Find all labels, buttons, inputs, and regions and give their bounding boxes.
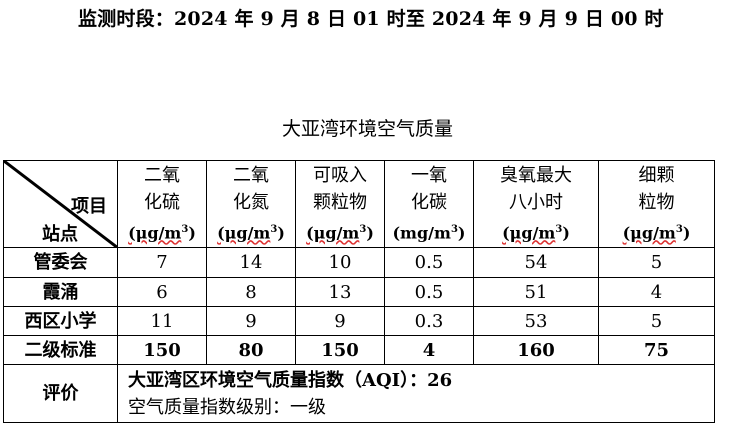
station-name: 西区小学 <box>3 306 118 336</box>
column-header-line2: 八小时 <box>509 191 563 213</box>
table-cell: 0.5 <box>384 247 474 278</box>
standard-value: 160 <box>473 335 599 365</box>
column-header-line2: 粒物 <box>638 191 675 213</box>
column-header-so2: 二氧 化硫 (μg/m3) <box>117 160 207 248</box>
table-cell: 5 <box>598 247 715 278</box>
column-unit: (μg/m3) <box>502 223 570 243</box>
air-quality-table: 项目 站点 二氧 化硫 (μg/m3) 二氧 化氮 (μg/m3) 可吸入 颗粒… <box>3 160 715 423</box>
table-cell: 53 <box>473 306 599 336</box>
column-unit: (μg/m3) <box>306 223 374 243</box>
table-cell: 6 <box>117 277 207 307</box>
standard-row: 二级标准 150 80 150 4 160 75 <box>3 335 715 365</box>
column-header-line2: 化氮 <box>233 191 269 213</box>
column-unit: (μg/m3) <box>217 223 285 243</box>
standard-value: 150 <box>117 335 207 365</box>
standard-value: 150 <box>295 335 385 365</box>
standard-label: 二级标准 <box>3 335 118 365</box>
station-name: 霞涌 <box>3 277 118 307</box>
evaluation-text: 大亚湾区环境空气质量指数（AQI）：26 空气质量指数级别：一级 <box>117 364 715 423</box>
table-cell: 7 <box>117 247 207 278</box>
standard-value: 75 <box>598 335 715 365</box>
table-cell: 10 <box>295 247 385 278</box>
table-cell: 4 <box>598 277 715 307</box>
standard-value: 4 <box>384 335 474 365</box>
column-unit: (mg/m3) <box>392 223 466 243</box>
header-row: 项目 站点 二氧 化硫 (μg/m3) 二氧 化氮 (μg/m3) 可吸入 颗粒… <box>3 160 715 248</box>
column-unit: (μg/m3) <box>622 223 691 243</box>
table-cell: 0.5 <box>384 277 474 307</box>
standard-value: 80 <box>206 335 296 365</box>
corner-label-item: 项目 <box>71 196 107 217</box>
evaluation-row: 评价 大亚湾区环境空气质量指数（AQI）：26 空气质量指数级别：一级 <box>3 364 715 423</box>
aqi-level-line: 空气质量指数级别：一级 <box>128 396 326 418</box>
table-cell: 8 <box>206 277 296 307</box>
column-header-pm10: 可吸入 颗粒物 (μg/m3) <box>295 160 385 248</box>
table-row: 管委会 7 14 10 0.5 54 5 <box>3 247 715 278</box>
column-unit: (μg/m3) <box>128 223 196 243</box>
table-cell: 5 <box>598 306 715 336</box>
table-cell: 14 <box>206 247 296 278</box>
column-header-co: 一氧 化碳 (mg/m3) <box>384 160 474 248</box>
column-header-line1: 一氧 <box>411 164 447 186</box>
station-name: 管委会 <box>3 247 118 278</box>
column-header-line1: 二氧 <box>144 164 180 186</box>
aqi-line: 大亚湾区环境空气质量指数（AQI）：26 <box>128 369 453 391</box>
column-header-no2: 二氧 化氮 (μg/m3) <box>206 160 296 248</box>
column-header-line1: 二氧 <box>233 164 269 186</box>
corner-header-cell: 项目 站点 <box>3 160 118 248</box>
corner-label-station: 站点 <box>42 224 78 245</box>
table-cell: 11 <box>117 306 207 336</box>
column-header-line2: 颗粒物 <box>313 191 367 213</box>
diagonal-divider <box>4 161 118 248</box>
column-header-line1: 细颗 <box>638 164 675 186</box>
table-cell: 13 <box>295 277 385 307</box>
table-row: 西区小学 11 9 9 0.3 53 5 <box>3 306 715 336</box>
table-cell: 54 <box>473 247 599 278</box>
evaluation-label: 评价 <box>3 364 118 423</box>
column-header-line1: 可吸入 <box>313 164 367 186</box>
column-header-line2: 化碳 <box>411 191 447 213</box>
table-cell: 9 <box>295 306 385 336</box>
table-row: 霞涌 6 8 13 0.5 51 4 <box>3 277 715 307</box>
table-title: 大亚湾环境空气质量 <box>281 118 453 140</box>
table-cell: 51 <box>473 277 599 307</box>
column-header-line1: 臭氧最大 <box>500 164 572 186</box>
column-header-o3: 臭氧最大 八小时 (μg/m3) <box>473 160 599 248</box>
monitoring-period: 监测时段：2024 年 9 月 8 日 01 时至 2024 年 9 月 9 日… <box>78 8 664 30</box>
column-header-pm25: 细颗 粒物 (μg/m3) <box>598 160 715 248</box>
table-cell: 0.3 <box>384 306 474 336</box>
table-cell: 9 <box>206 306 296 336</box>
column-header-line2: 化硫 <box>144 191 180 213</box>
